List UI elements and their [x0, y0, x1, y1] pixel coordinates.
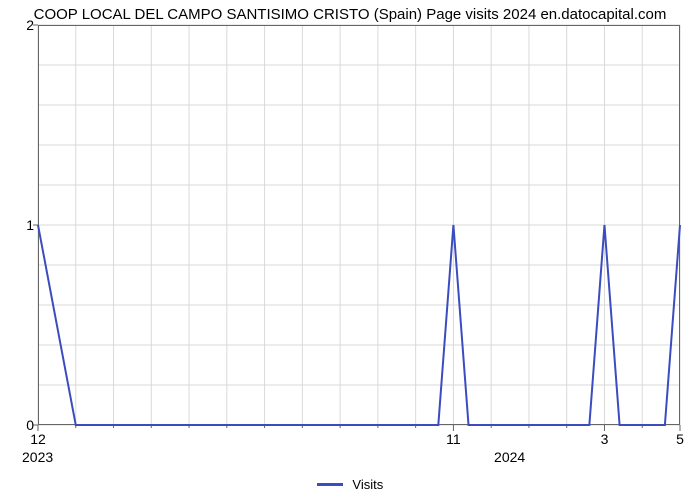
chart-plot-area: 01212113520232024	[38, 25, 680, 470]
y-tick-label: 1	[16, 217, 34, 233]
chart-title: COOP LOCAL DEL CAMPO SANTISIMO CRISTO (S…	[0, 6, 700, 23]
legend-label: Visits	[352, 477, 383, 492]
x-tick-label: 5	[676, 431, 684, 447]
x-tick-label: 12	[30, 431, 46, 447]
x-tick-label: 3	[601, 431, 609, 447]
y-tick-label: 2	[16, 17, 34, 33]
x-year-label: 2023	[22, 449, 53, 465]
x-year-label: 2024	[494, 449, 525, 465]
legend: Visits	[0, 470, 700, 500]
chart-svg	[38, 25, 680, 425]
x-tick-label: 11	[446, 431, 461, 447]
legend-swatch	[317, 483, 343, 486]
